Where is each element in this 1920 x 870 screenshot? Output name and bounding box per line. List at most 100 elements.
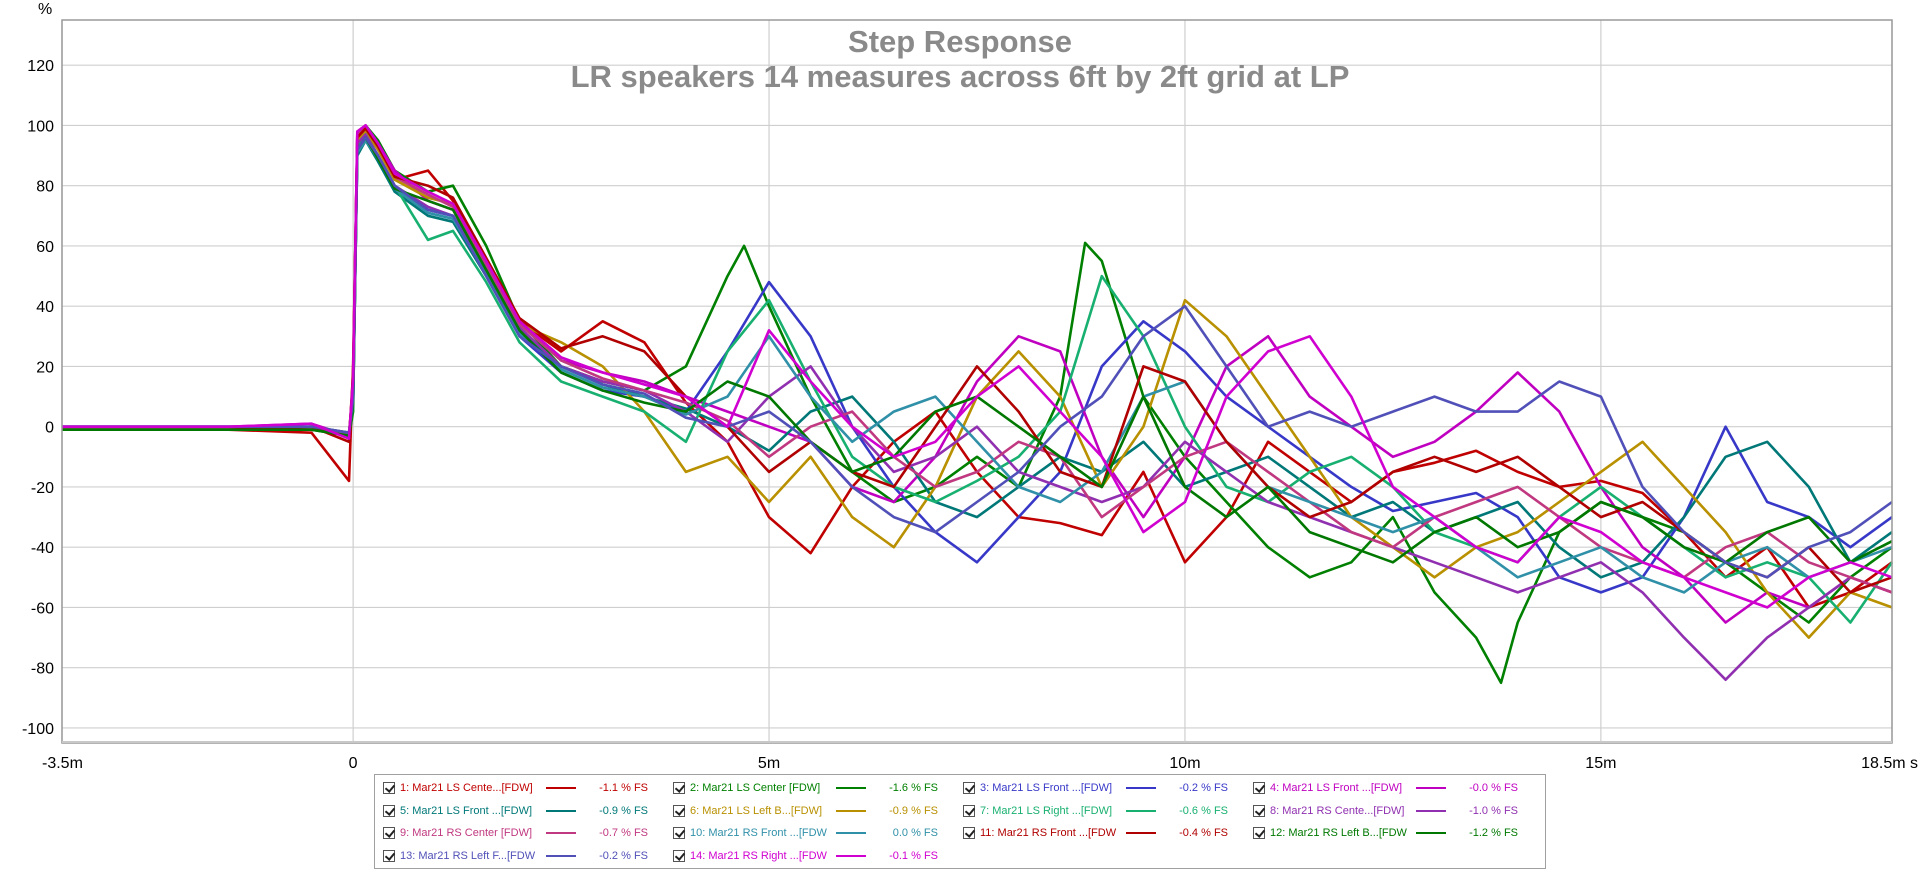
- legend-series-name: 10: Mar21 RS Front ...[FDW: [690, 827, 827, 839]
- legend-color-swatch: [546, 809, 576, 812]
- legend-item-5: 5: Mar21 LS Front ...[FDW] -0.9 % FS: [383, 800, 648, 822]
- legend-series-name: 13: Mar21 RS Left F...[FDW: [400, 849, 536, 862]
- series-line-13: [62, 136, 1893, 579]
- legend-checkbox[interactable]: [1253, 827, 1265, 839]
- legend-checkbox[interactable]: [383, 782, 395, 794]
- legend-item-13: 13: Mar21 RS Left F...[FDW -0.2 % FS: [383, 845, 648, 867]
- x-tick-label-2: 5m: [758, 755, 780, 772]
- legend-offset-value: -1.6 % FS: [889, 782, 938, 794]
- legend-color-swatch: [546, 832, 576, 834]
- legend-color-swatch: [1416, 832, 1446, 834]
- legend-offset-value: -0.7 % FS: [599, 827, 648, 839]
- series-lines: [62, 124, 1894, 685]
- legend-offset-value: -0.4 % FS: [1179, 827, 1228, 839]
- legend-offset-value: -1.2 % FS: [1469, 827, 1518, 839]
- legend-series-name: 11: Mar21 RS Front ...[FDW: [980, 827, 1117, 839]
- legend-checkbox[interactable]: [383, 849, 395, 862]
- legend-checkbox[interactable]: [963, 827, 975, 839]
- y-tick-label-5: 20: [36, 359, 54, 376]
- legend-item-3: 3: Mar21 LS Front ...[FDW] -0.2 % FS: [963, 777, 1228, 799]
- legend-series-name: 1: Mar21 LS Cente...[FDW]: [400, 782, 533, 794]
- y-tick-label-2: 80: [36, 179, 54, 196]
- legend-color-swatch: [836, 854, 866, 857]
- plot-area-bottom-bevel: [62, 741, 1892, 743]
- legend-color-swatch: [1126, 832, 1156, 834]
- y-tick-label-7: -20: [31, 480, 54, 497]
- legend-item-6: 6: Mar21 LS Left B...[FDW] -0.9 % FS: [673, 800, 938, 822]
- series-line-14: [62, 124, 1893, 609]
- legend-checkbox[interactable]: [963, 782, 975, 794]
- legend-offset-value: -0.2 % FS: [599, 849, 648, 862]
- legend-series-name: 14: Mar21 RS Right ...[FDW: [690, 849, 827, 862]
- y-tick-label-10: -80: [31, 661, 54, 678]
- x-tick-label-0: -3.5m: [42, 755, 83, 772]
- legend-offset-value: -0.9 % FS: [889, 804, 938, 817]
- y-tick-label-9: -60: [31, 600, 54, 617]
- legend-checkbox[interactable]: [1253, 804, 1265, 817]
- legend-offset-value: -1.0 % FS: [1469, 804, 1518, 817]
- series-line-12: [62, 136, 1893, 564]
- x-tick-label-5: 18.5m s: [1861, 755, 1918, 772]
- legend-offset-value: -0.6 % FS: [1179, 804, 1228, 817]
- legend-offset-value: -0.1 % FS: [889, 849, 938, 862]
- y-tick-label-4: 40: [36, 299, 54, 316]
- legend-offset-value: 0.0 % FS: [892, 827, 938, 839]
- series-line-11: [62, 127, 1893, 594]
- y-tick-label-3: 60: [36, 239, 54, 256]
- legend-color-swatch: [1126, 809, 1156, 812]
- legend-offset-value: -0.9 % FS: [599, 804, 648, 817]
- chart-title: Step Response: [848, 24, 1072, 59]
- legend-checkbox[interactable]: [383, 827, 395, 839]
- y-tick-label-1: 100: [27, 118, 54, 135]
- legend-series-name: 9: Mar21 RS Center [FDW]: [400, 827, 533, 839]
- legend-color-swatch: [836, 832, 866, 834]
- series-line-5: [62, 139, 1893, 579]
- legend: 1: Mar21 LS Cente...[FDW] -1.1 % FS 2: Mar…: [374, 774, 1546, 869]
- legend-color-swatch: [836, 809, 866, 812]
- legend-series-name: 7: Mar21 LS Right ...[FDW]: [980, 804, 1113, 817]
- legend-item-10: 10: Mar21 RS Front ...[FDW 0.0 % FS: [673, 822, 938, 844]
- legend-item-14: 14: Mar21 RS Right ...[FDW -0.1 % FS: [673, 845, 938, 867]
- y-tick-label-6: 0: [45, 420, 54, 437]
- legend-checkbox[interactable]: [673, 827, 685, 839]
- chart-subtitle: LR speakers 14 measures across 6ft by 2f…: [571, 59, 1350, 94]
- legend-series-name: 2: Mar21 LS Center [FDW]: [690, 782, 821, 794]
- legend-item-1: 1: Mar21 LS Cente...[FDW] -1.1 % FS: [383, 777, 648, 799]
- legend-item-2: 2: Mar21 LS Center [FDW] -1.6 % FS: [673, 777, 938, 799]
- legend-series-name: 8: Mar21 RS Cente...[FDW]: [1270, 804, 1405, 817]
- y-tick-label-8: -40: [31, 540, 54, 557]
- legend-item-11: 11: Mar21 RS Front ...[FDW -0.4 % FS: [963, 822, 1228, 844]
- legend-item-4: 4: Mar21 LS Front ...[FDW] -0.0 % FS: [1253, 777, 1518, 799]
- legend-offset-value: -1.1 % FS: [599, 782, 648, 794]
- legend-offset-value: -0.2 % FS: [1179, 782, 1228, 794]
- grid-lines: [61, 20, 1893, 743]
- legend-color-swatch: [546, 854, 576, 857]
- legend-color-swatch: [1416, 809, 1446, 812]
- legend-item-8: 8: Mar21 RS Cente...[FDW] -1.0 % FS: [1253, 800, 1518, 822]
- legend-series-name: 4: Mar21 LS Front ...[FDW]: [1270, 782, 1403, 794]
- x-axis-tick-labels: -3.5m 0 5m 10m 15m 18.5m s: [42, 755, 1918, 772]
- legend-color-swatch: [546, 787, 576, 789]
- legend-checkbox[interactable]: [673, 782, 685, 794]
- y-tick-label-11: -100: [22, 721, 54, 738]
- x-tick-label-3: 10m: [1169, 755, 1200, 772]
- legend-checkbox[interactable]: [673, 849, 685, 862]
- legend-checkbox[interactable]: [1253, 782, 1265, 794]
- legend-item-12: 12: Mar21 RS Left B...[FDW -1.2 % FS: [1253, 822, 1518, 844]
- legend-item-9: 9: Mar21 RS Center [FDW] -0.7 % FS: [383, 822, 648, 844]
- legend-color-swatch: [1126, 787, 1156, 789]
- legend-series-name: 3: Mar21 LS Front ...[FDW]: [980, 782, 1113, 794]
- y-axis-label: %: [38, 1, 52, 18]
- legend-series-name: 6: Mar21 LS Left B...[FDW]: [690, 804, 823, 817]
- legend-checkbox[interactable]: [673, 804, 685, 817]
- legend-offset-value: -0.0 % FS: [1469, 782, 1518, 794]
- y-axis-tick-labels: 120 100 80 60 40 20 0 -20 -40 -60 -80 -100: [22, 58, 54, 738]
- legend-series-name: 5: Mar21 LS Front ...[FDW]: [400, 804, 533, 817]
- legend-checkbox[interactable]: [963, 804, 975, 817]
- legend-checkbox[interactable]: [383, 804, 395, 817]
- y-tick-label-0: 120: [27, 58, 54, 75]
- x-tick-label-4: 15m: [1585, 755, 1616, 772]
- legend-color-swatch: [836, 787, 866, 789]
- legend-color-swatch: [1416, 787, 1446, 789]
